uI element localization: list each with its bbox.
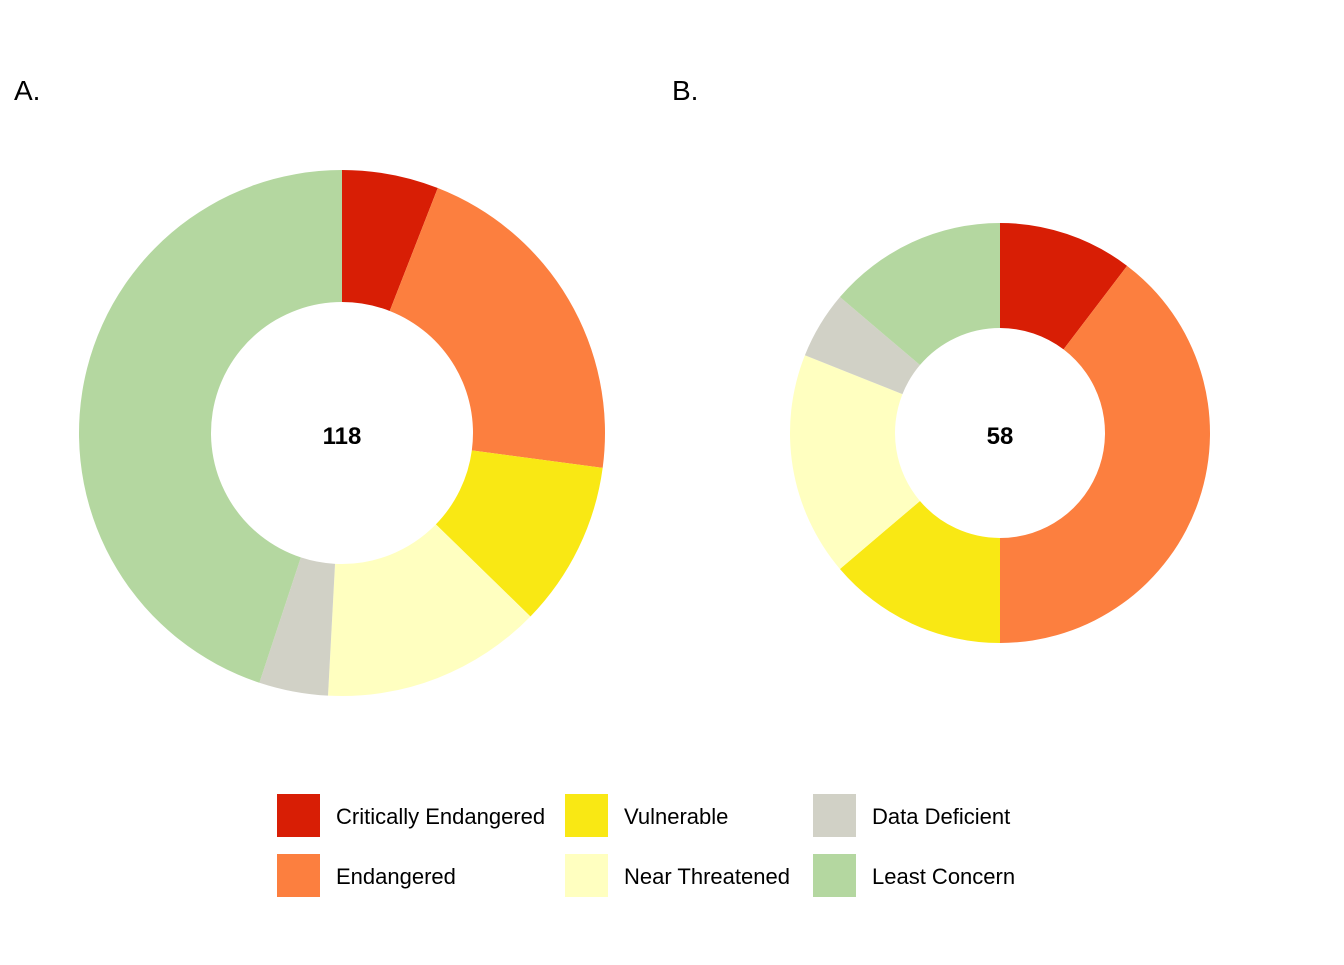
donut-a-slice-vulnerable [435,450,603,617]
donut-a-slice-endangered [389,188,605,468]
donut-center-total-b: 58 [987,423,1014,450]
donut-chart-a [79,170,605,696]
donut-b-slice-vulnerable [839,500,1000,643]
panel-label-b: B. [672,75,698,106]
donut-a-slice-near-threatened [328,524,531,696]
donut-chart-b [790,223,1210,643]
donut-a-slice-critically-endangered [342,170,438,311]
legend-swatch-near-threatened [565,854,608,897]
legend-label-critically-endangered: Critically Endangered [336,804,545,829]
legend-label-data-deficient: Data Deficient [872,804,1010,829]
legend-swatch-vulnerable [565,794,608,837]
legend-swatch-endangered [277,854,320,897]
donut-b-slice-near-threatened [790,355,920,569]
panel-label-a: A. [14,75,40,106]
donut-a-slice-least-concern [79,170,342,683]
legend-label-least-concern: Least Concern [872,864,1015,889]
legend: Critically Endangered Endangered Vulnerabl… [277,794,1015,897]
donut-b-slice-least-concern [839,223,1000,366]
legend-swatch-critically-endangered [277,794,320,837]
donut-a-slice-data-deficient [259,557,336,696]
donut-b-slice-endangered [1000,265,1210,643]
legend-swatch-least-concern [813,854,856,897]
legend-label-near-threatened: Near Threatened [624,864,790,889]
donut-b-slice-critically-endangered [1000,223,1128,350]
donut-center-total-a: 118 [323,423,362,450]
legend-label-vulnerable: Vulnerable [624,804,728,829]
legend-swatch-data-deficient [813,794,856,837]
legend-label-endangered: Endangered [336,864,456,889]
donut-b-slice-data-deficient [804,297,920,395]
